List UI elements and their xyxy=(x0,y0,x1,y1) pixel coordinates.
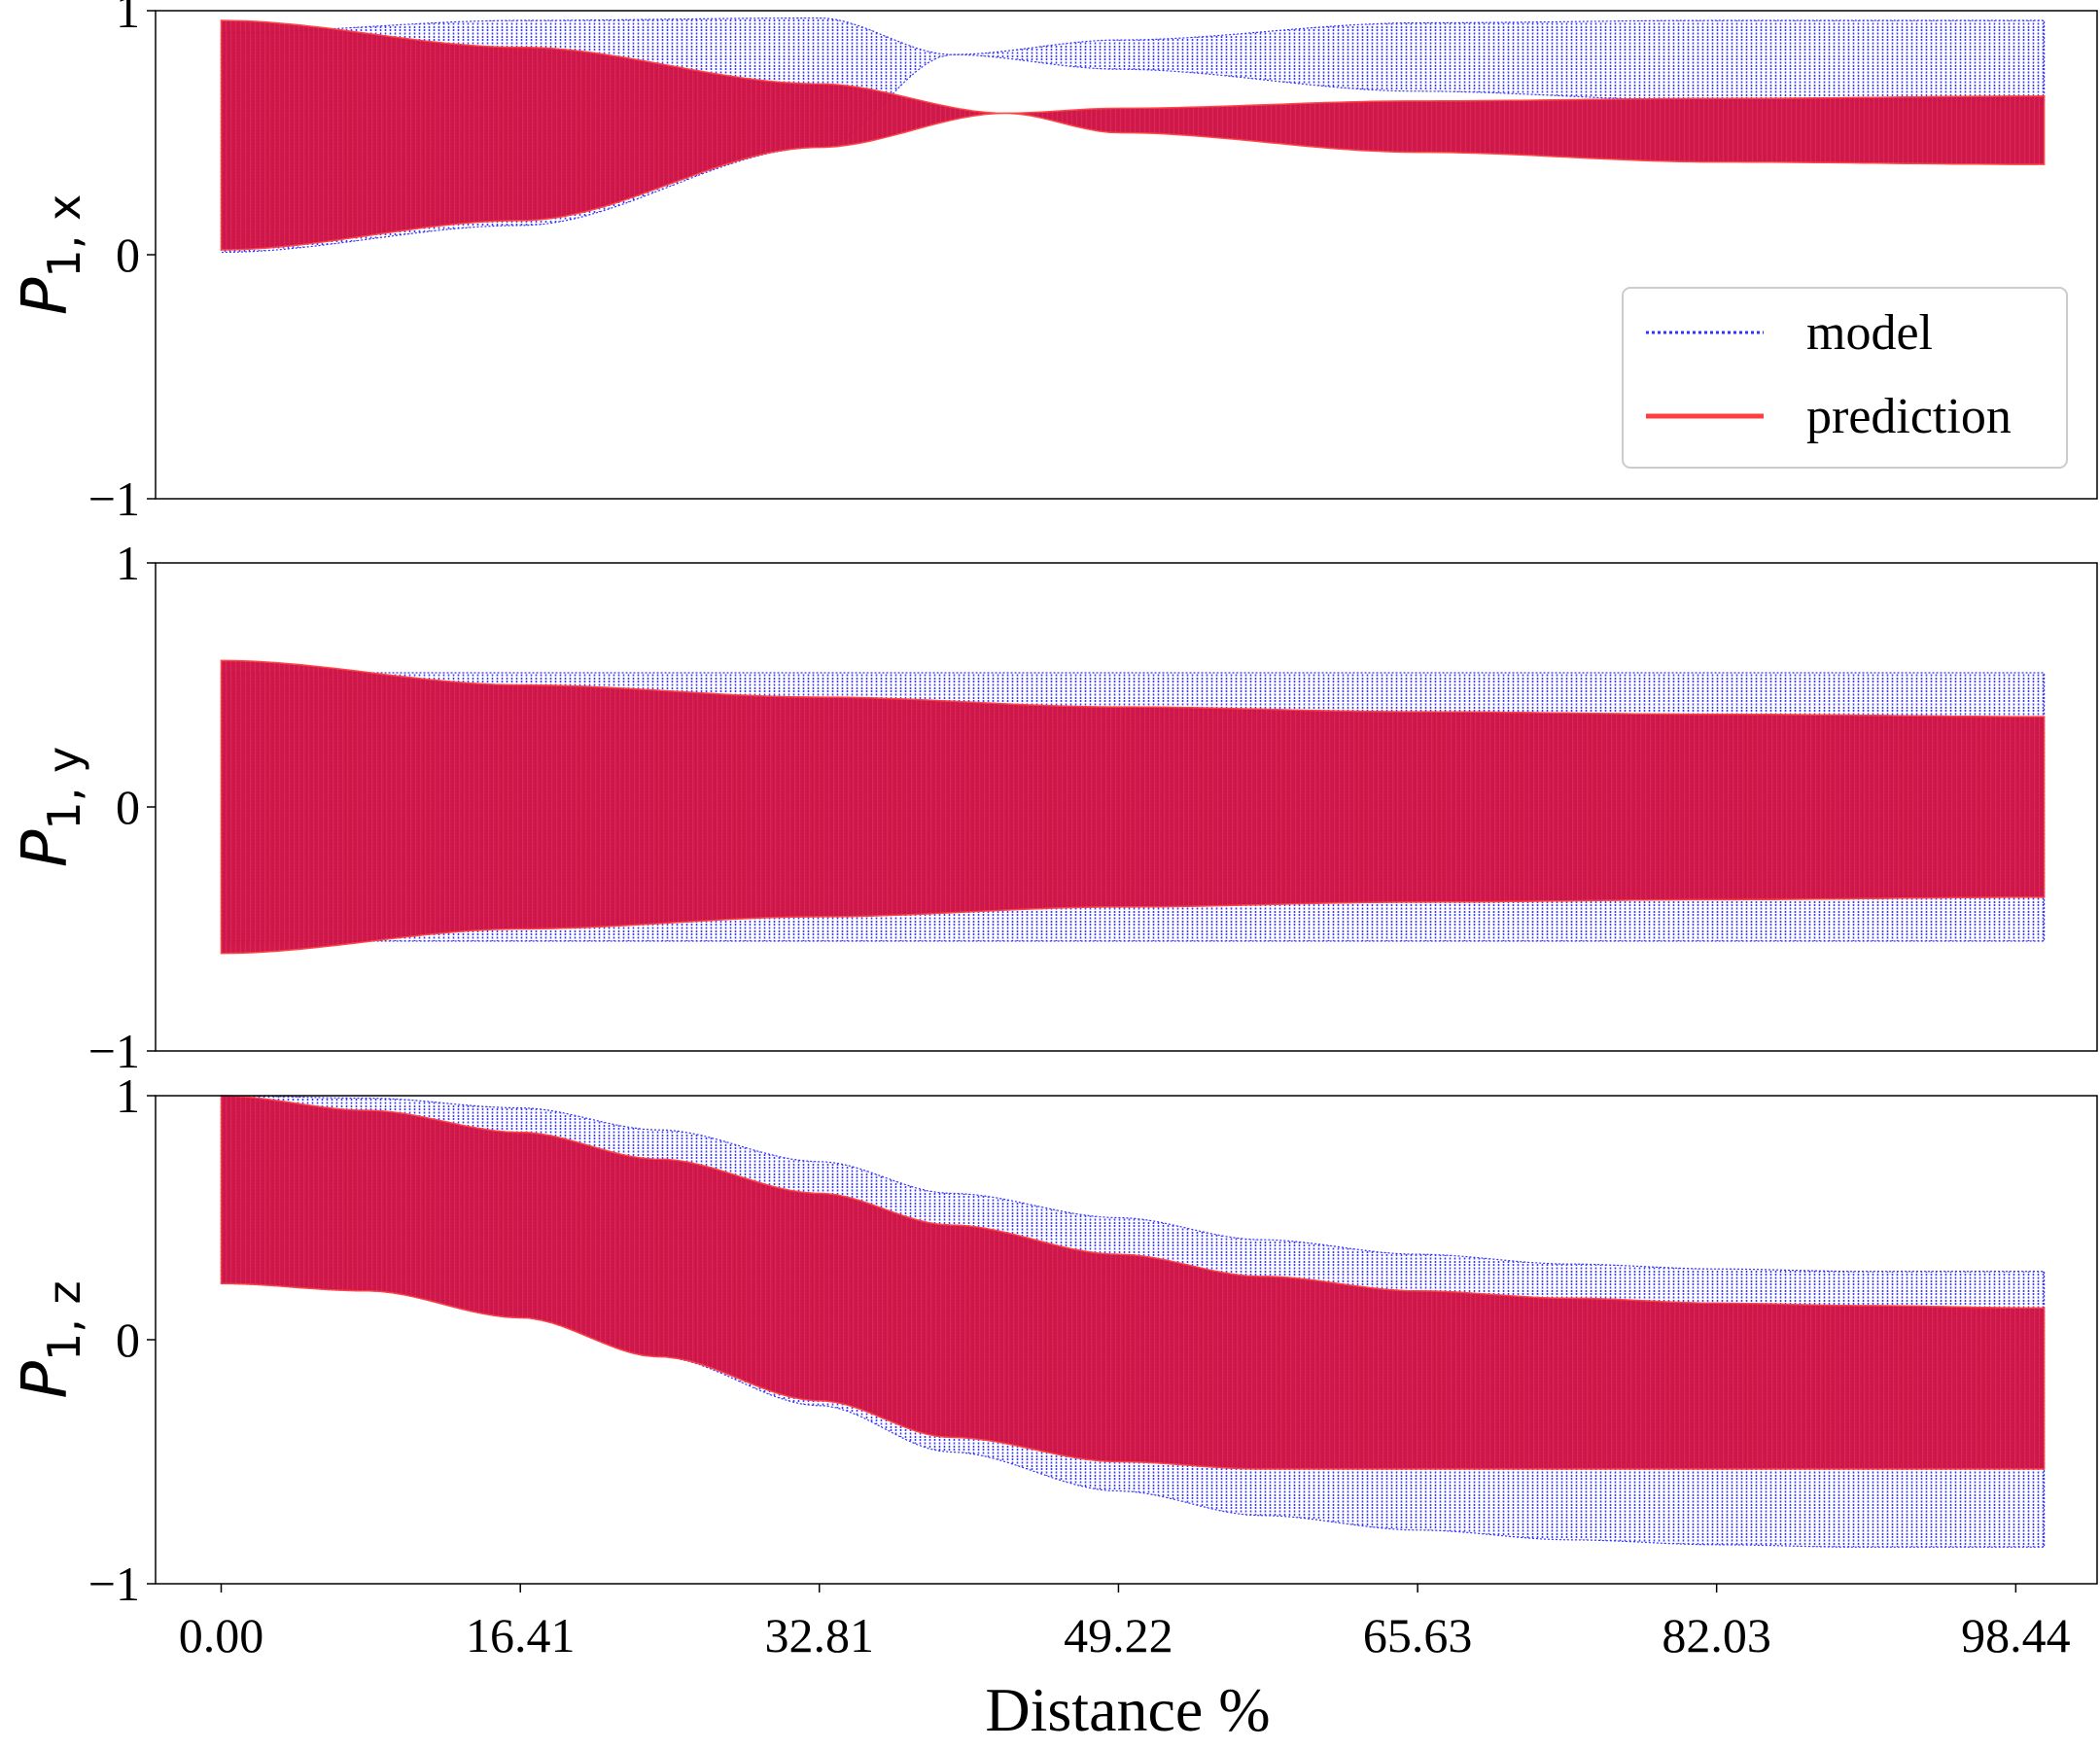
series-band-prediction-P1z xyxy=(220,1095,2046,1470)
legend-model-label: model xyxy=(1806,305,1933,361)
panel-p1y: 1 0 −1 P1, y xyxy=(10,536,2098,1078)
y-axis-label-main: P xyxy=(10,1361,82,1399)
x-axis-label: Distance % xyxy=(985,1675,1270,1744)
panel-p1z: 1 0 −1 0.00 16.41 32.81 49.22 65.63 82.03 98.44 P1… xyxy=(10,1068,2098,1662)
x-tick-label: 82.03 xyxy=(1662,1608,1771,1662)
y-tick-label-P1z: 1 xyxy=(116,1068,140,1123)
y-axis-label-sub: 1, y xyxy=(38,747,90,830)
y-tick-label-P1z: −1 xyxy=(88,1557,140,1611)
y-tick-label-P1z: 0 xyxy=(116,1312,140,1367)
y-tick-label-P1y: 1 xyxy=(116,536,140,590)
y-tick-label-P1y: −1 xyxy=(88,1024,140,1078)
legend-prediction-label: prediction xyxy=(1806,389,2012,444)
panel-p1x: 1 0 −1 P1, x xyxy=(10,0,2098,526)
y-axis-label-P1y: P1, y xyxy=(10,747,90,867)
x-tick-label: 32.81 xyxy=(764,1608,874,1662)
x-tick-label: 0.00 xyxy=(179,1608,264,1662)
series-band-prediction-P1x xyxy=(220,19,2046,251)
y-axis-label-main: P xyxy=(10,277,82,315)
y-tick-label-P1x: 1 xyxy=(116,0,140,38)
x-tick-label: 98.44 xyxy=(1961,1608,2071,1662)
y-axis-label-P1x: P1, x xyxy=(10,194,90,315)
x-tick-label: 49.22 xyxy=(1064,1608,1173,1662)
y-axis-label-sub: 1, z xyxy=(38,1280,90,1361)
y-axis-label-sub: 1, x xyxy=(38,194,90,278)
y-axis-label-main: P xyxy=(10,829,82,867)
y-tick-label-P1y: 0 xyxy=(116,780,140,834)
series-band-prediction-P1y xyxy=(220,659,2046,955)
legend: model prediction xyxy=(1622,287,2068,469)
x-tick-label: 65.63 xyxy=(1363,1608,1473,1662)
x-tick-label: 16.41 xyxy=(466,1608,576,1662)
y-tick-label-P1x: 0 xyxy=(116,228,140,282)
y-tick-label-P1x: −1 xyxy=(88,472,140,526)
y-axis-label-P1z: P1, z xyxy=(10,1280,90,1398)
